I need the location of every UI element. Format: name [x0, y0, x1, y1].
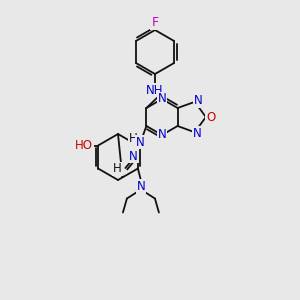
Text: N: N [129, 149, 138, 163]
Text: N: N [136, 136, 145, 148]
Text: N: N [193, 127, 202, 140]
Text: N: N [194, 94, 202, 107]
Text: H: H [113, 163, 122, 176]
Text: F: F [152, 16, 159, 28]
Text: NH: NH [146, 83, 164, 97]
Text: O: O [206, 111, 215, 124]
Text: HO: HO [75, 139, 93, 152]
Text: H: H [129, 131, 138, 145]
Text: N: N [136, 180, 145, 193]
Text: N: N [158, 128, 166, 142]
Text: N: N [158, 92, 166, 106]
